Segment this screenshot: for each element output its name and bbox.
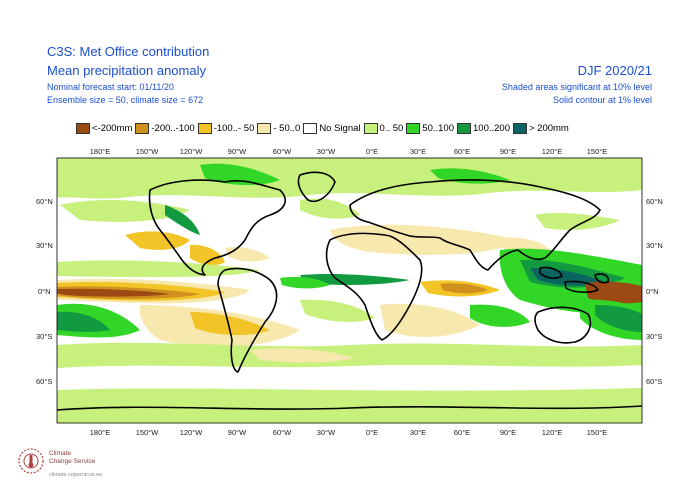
legend: <-200mm -200..-100 -100..- 50 - 50..0 No… [76,121,572,135]
legend-label: -100..- 50 [213,122,255,134]
lat-tick: 60°N [646,197,663,206]
legend-label: > 200mm [528,122,569,134]
legend-swatch [363,122,378,134]
lon-tick: 0°E [366,147,378,156]
lon-tick: 150°E [587,147,608,156]
lon-tick: 90°W [228,428,247,437]
lon-tick: 120°E [542,147,563,156]
lon-tick: 150°E [587,428,608,437]
legend-swatch [512,122,527,134]
lon-tick: 0°E [366,428,378,437]
ensemble-size: Ensemble size = 50, climate size = 672 [47,95,204,105]
legend-swatch [197,122,212,134]
legend-swatch [76,122,90,134]
legend-label: No Signal [319,122,361,134]
lat-tick: 30°S [36,332,52,341]
lon-tick: 60°W [273,428,292,437]
legend-swatch [135,122,150,134]
lat-tick: 0°N [646,287,659,296]
lat-tick: 30°S [646,332,662,341]
lon-tick: 30°W [317,428,336,437]
logo-text: Climate Change Service [49,450,95,466]
legend-item: No Signal [303,122,361,134]
lon-tick: 120°W [180,147,204,156]
legend-swatch [406,122,421,134]
lat-tick: 60°S [36,377,52,386]
lon-tick: 180°E [90,147,111,156]
lon-tick: 30°E [410,147,426,156]
legend-item: <-200mm [76,122,133,134]
lon-tick: 120°E [542,428,563,437]
legend-label: -200..-100 [151,122,195,134]
lat-tick: 30°N [646,241,663,250]
legend-item: 0.. 50 [363,122,404,134]
coastlines [56,171,643,411]
logo-line1: Climate [49,450,72,457]
lon-tick: 60°E [454,428,470,437]
lat-tick: 60°N [36,197,53,206]
lat-tick: 60°S [646,377,662,386]
legend-item: > 200mm [512,122,569,134]
chart-title: C3S: Met Office contribution [47,44,210,59]
legend-item: 50..100 [406,122,454,134]
lon-tick: 90°E [500,147,516,156]
map-frame [56,157,643,424]
legend-label: 50..100 [422,122,454,134]
forecast-start: Nominal forecast start: 01/11/20 [47,82,174,92]
lon-tick: 30°E [410,428,426,437]
lon-tick: 60°W [273,147,292,156]
lon-tick: 90°E [500,428,516,437]
lon-labels-bottom: 180°E 150°W 120°W 90°W 60°W 30°W 0°E 30°… [90,428,608,437]
legend-label: <-200mm [92,122,133,134]
legend-item: -200..-100 [135,122,195,134]
legend-item: -100..- 50 [197,122,255,134]
logo-line2: Change Service [49,458,96,465]
legend-label: 100..200 [473,122,510,134]
lon-tick: 150°W [136,147,160,156]
significance-note: Shaded areas significant at 10% level [501,82,652,92]
contour-note: Solid contour at 1% level [552,95,652,105]
season-label: DJF 2020/21 [577,63,652,78]
lon-tick: 150°W [136,428,160,437]
lon-tick: 120°W [180,428,204,437]
lat-labels-left: 60°N 30°N 0°N 30°S 60°S [36,197,53,386]
copernicus-logo-icon [18,448,44,474]
legend-label: 0.. 50 [379,122,404,134]
legend-swatch [303,122,318,134]
chart-subtitle: Mean precipitation anomaly [47,63,206,78]
lat-labels-right: 60°N 30°N 0°N 30°S 60°S [646,197,663,386]
lon-tick: 90°W [228,147,247,156]
legend-label: - 50..0 [273,122,301,134]
lat-tick: 30°N [36,241,53,250]
logo-url: climate.copernicus.eu [49,472,103,478]
lon-tick: 30°W [317,147,336,156]
map-field [57,158,642,423]
legend-item: - 50..0 [257,122,301,134]
legend-item: 100..200 [457,122,510,134]
lon-tick: 60°E [454,147,470,156]
legend-swatch [257,122,272,134]
lon-labels-top: 180°E 150°W 120°W 90°W 60°W 30°W 0°E 30°… [90,147,608,156]
lon-tick: 180°E [90,428,111,437]
legend-swatch [457,122,471,134]
lat-tick: 0°N [38,287,51,296]
